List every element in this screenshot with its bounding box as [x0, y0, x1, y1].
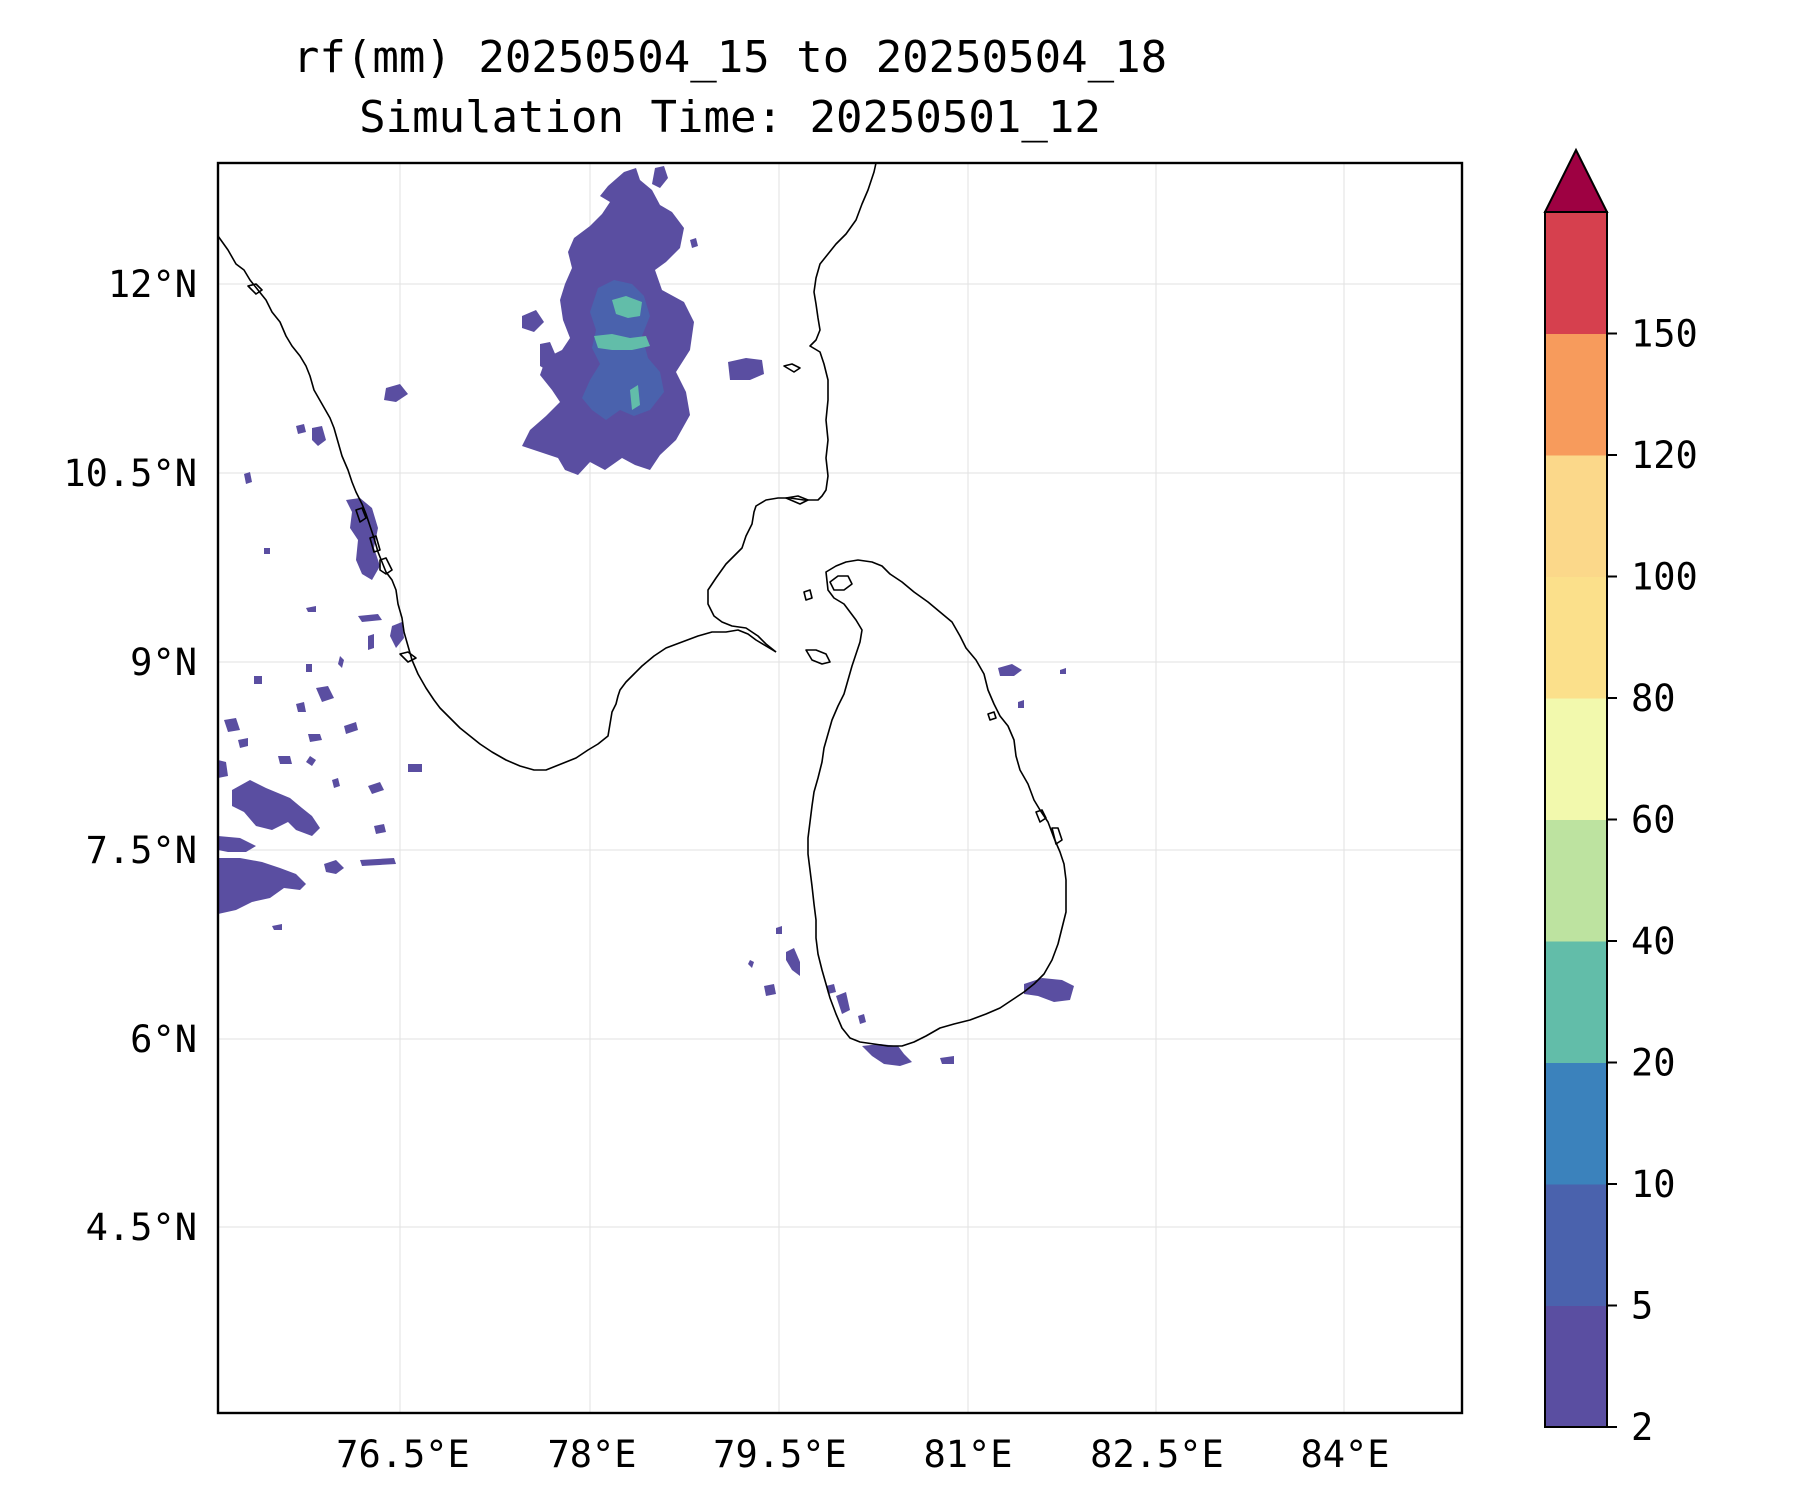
colorbar-tick-label: 150 — [1631, 313, 1698, 356]
lat-tick-label: 9°N — [130, 641, 197, 684]
colorbar-tick-label: 120 — [1631, 434, 1698, 477]
gridlines — [218, 163, 1462, 1413]
colorbar-extend-arrow — [1543, 147, 1609, 213]
lat-tick-label: 12°N — [108, 263, 197, 306]
rainfall-field — [218, 166, 1074, 1066]
india-coastline — [217, 235, 777, 771]
colorbar-segment — [1545, 1062, 1607, 1185]
colorbar-tick-label: 20 — [1631, 1042, 1676, 1085]
latitude-axis: 12°N 10.5°N 9°N 7.5°N 6°N 4.5°N — [63, 263, 197, 1249]
rain-cluster-north-core — [612, 296, 642, 318]
coastlines — [217, 162, 1067, 1047]
lon-tick-label: 76.5°E — [336, 1433, 470, 1476]
colorbar-tick-label: 60 — [1631, 799, 1676, 842]
lon-tick-label: 79.5°E — [713, 1433, 847, 1476]
colorbar-segment — [1545, 941, 1607, 1063]
colorbar-segment — [1545, 455, 1607, 577]
colorbar-segment — [1545, 212, 1607, 334]
colorbar-segment — [1545, 1305, 1607, 1428]
colorbar: 2 5 10 20 40 60 80 100 120 150 — [1543, 147, 1698, 1449]
lon-tick-label: 82.5°E — [1090, 1433, 1224, 1476]
lat-tick-label: 4.5°N — [86, 1206, 197, 1249]
colorbar-segment — [1545, 333, 1607, 456]
rain-cluster-north-core-2 — [594, 334, 650, 350]
chart-title: rf(mm) 20250504_15 to 20250504_18 — [292, 32, 1168, 83]
colorbar-segment — [1545, 698, 1607, 820]
colorbar-tick-label: 80 — [1631, 677, 1676, 720]
palk-bay-coast — [707, 162, 877, 653]
colorbar-segment — [1545, 576, 1607, 699]
plot-frame — [216, 161, 1464, 1415]
lon-tick-label: 84°E — [1300, 1433, 1389, 1476]
colorbar-tick-label: 5 — [1631, 1285, 1653, 1328]
lat-tick-label: 6°N — [130, 1018, 197, 1061]
colorbar-tick-label: 2 — [1631, 1406, 1653, 1449]
longitude-axis: 76.5°E 78°E 79.5°E 81°E 82.5°E 84°E — [336, 1433, 1389, 1476]
chart-subtitle: Simulation Time: 20250501_12 — [359, 92, 1101, 143]
colorbar-segment — [1545, 819, 1607, 942]
lat-tick-label: 7.5°N — [86, 829, 197, 872]
lon-tick-label: 78°E — [547, 1433, 636, 1476]
colorbar-segment — [1545, 1184, 1607, 1306]
sri-lanka-coastline — [807, 559, 1067, 1047]
lat-tick-label: 10.5°N — [63, 452, 197, 495]
colorbar-tick-label: 40 — [1631, 920, 1676, 963]
colorbar-tick-label: 100 — [1631, 556, 1698, 599]
lon-tick-label: 81°E — [923, 1433, 1012, 1476]
colorbar-tick-label: 10 — [1631, 1163, 1676, 1206]
